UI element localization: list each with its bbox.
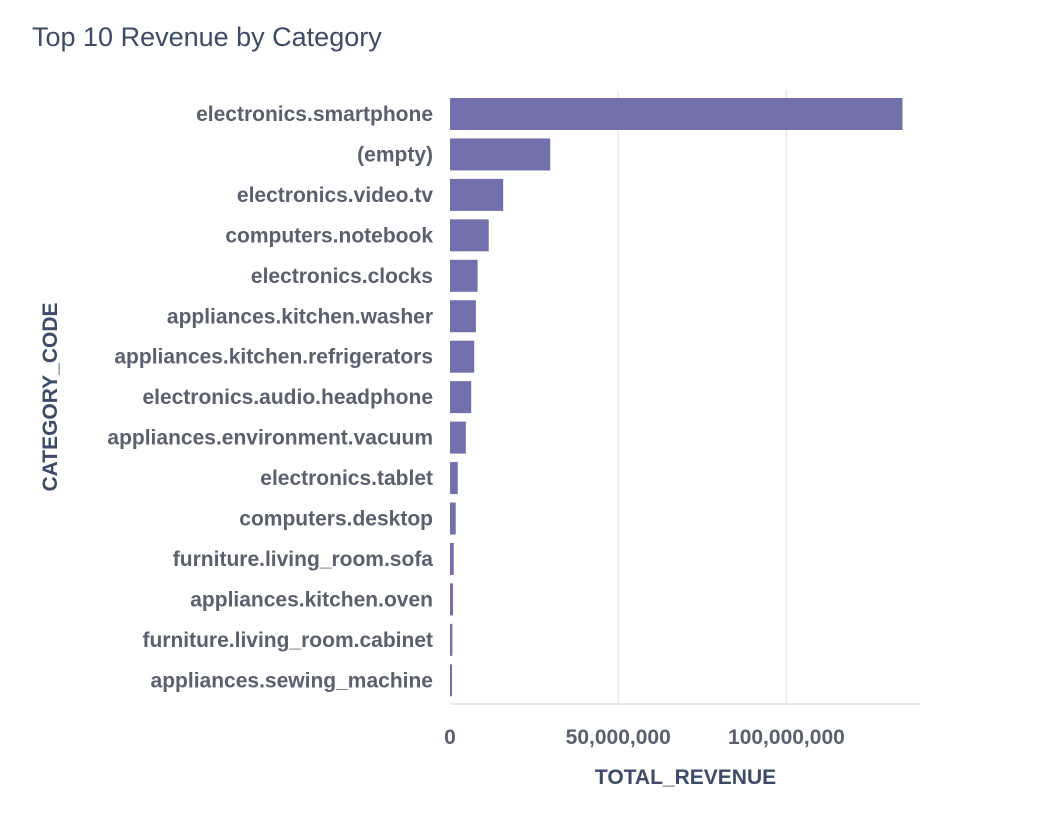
- bar[interactable]: [450, 421, 466, 454]
- x-tick-label: 100,000,000: [728, 726, 845, 749]
- bar[interactable]: [450, 98, 903, 130]
- category-label: (empty): [357, 143, 433, 166]
- category-label: appliances.kitchen.oven: [190, 588, 433, 611]
- bar[interactable]: [450, 542, 454, 575]
- category-label: furniture.living_room.cabinet: [142, 629, 433, 652]
- category-label: electronics.clocks: [251, 265, 433, 288]
- x-tick-labels: 0 50,000,000 100,000,000: [444, 726, 845, 749]
- bar[interactable]: [450, 583, 454, 616]
- x-tick-label: 0: [444, 726, 456, 749]
- category-label: appliances.kitchen.refrigerators: [114, 346, 433, 369]
- bars: [450, 98, 903, 697]
- category-labels: electronics.smartphone (empty) electronics…: [107, 103, 433, 692]
- bar[interactable]: [450, 381, 472, 414]
- bar[interactable]: [450, 219, 489, 252]
- category-label: computers.notebook: [225, 224, 433, 247]
- category-label: appliances.kitchen.washer: [167, 305, 433, 328]
- bar[interactable]: [450, 138, 551, 171]
- gridlines: [617, 90, 788, 704]
- bar[interactable]: [450, 462, 458, 495]
- category-label: appliances.environment.vacuum: [107, 427, 433, 450]
- category-label: electronics.tablet: [260, 467, 433, 490]
- x-axis-title: TOTAL_REVENUE: [595, 766, 776, 789]
- bar[interactable]: [450, 623, 453, 656]
- category-label: furniture.living_room.sofa: [173, 548, 434, 571]
- category-label: electronics.video.tv: [237, 184, 433, 207]
- bar[interactable]: [450, 259, 478, 292]
- bar[interactable]: [450, 664, 453, 697]
- category-label: electronics.audio.headphone: [142, 386, 433, 409]
- chart-title: Top 10 Revenue by Category: [32, 22, 382, 52]
- category-label: electronics.smartphone: [196, 103, 433, 126]
- category-label: computers.desktop: [239, 508, 433, 531]
- bar[interactable]: [450, 502, 456, 535]
- bar[interactable]: [450, 178, 504, 211]
- bar[interactable]: [450, 300, 476, 333]
- y-axis-title: CATEGORY_CODE: [39, 302, 62, 491]
- bar[interactable]: [450, 340, 475, 373]
- category-label: appliances.sewing_machine: [151, 669, 433, 692]
- x-tick-label: 50,000,000: [566, 726, 671, 749]
